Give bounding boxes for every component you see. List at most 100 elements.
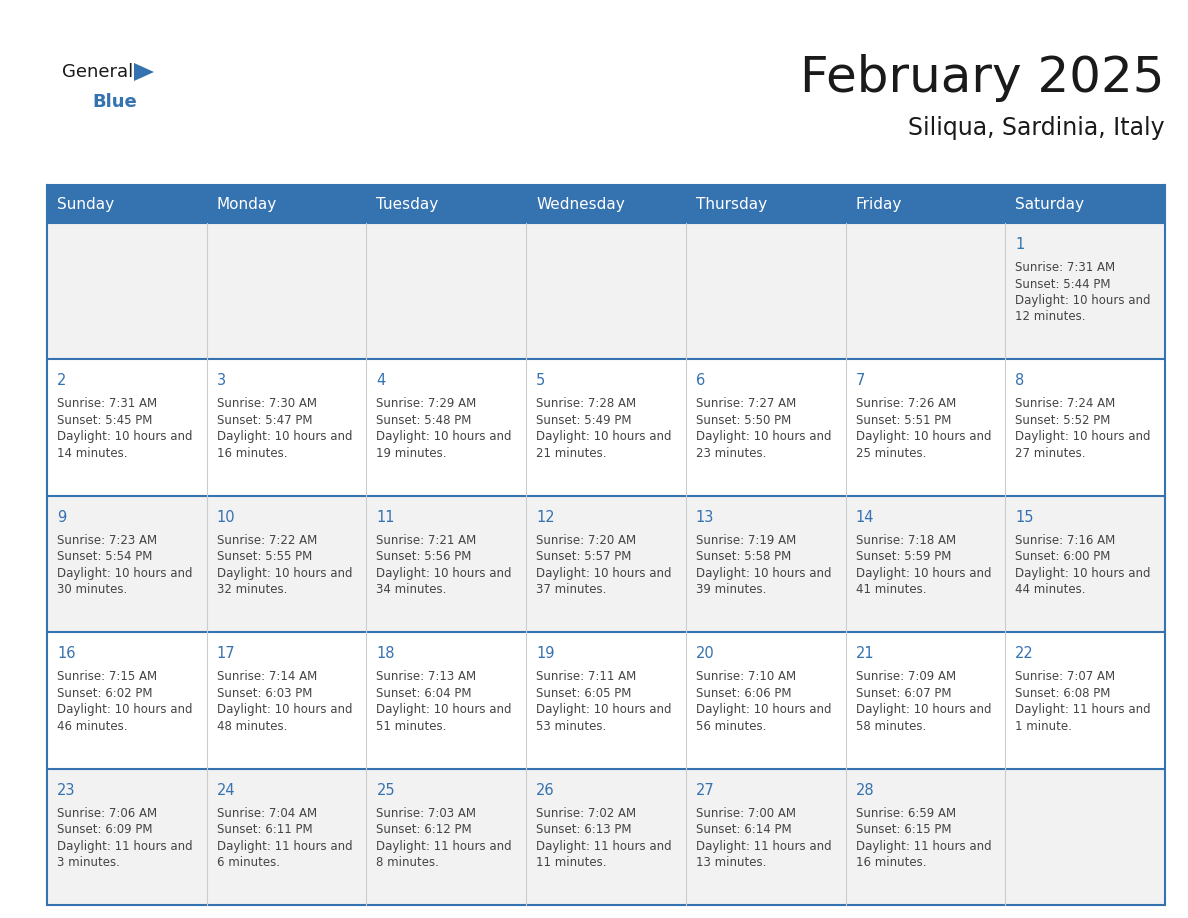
Bar <box>48 496 1165 633</box>
Text: 14 minutes.: 14 minutes. <box>57 447 127 460</box>
Text: Daylight: 10 hours and: Daylight: 10 hours and <box>216 703 352 716</box>
Text: Sunset: 5:56 PM: Sunset: 5:56 PM <box>377 550 472 564</box>
Text: Daylight: 10 hours and: Daylight: 10 hours and <box>855 703 991 716</box>
Text: Sunset: 5:48 PM: Sunset: 5:48 PM <box>377 414 472 427</box>
Text: General: General <box>62 63 133 81</box>
Text: Sunrise: 7:22 AM: Sunrise: 7:22 AM <box>216 533 317 547</box>
Text: Sunrise: 7:15 AM: Sunrise: 7:15 AM <box>57 670 157 683</box>
Text: 41 minutes.: 41 minutes. <box>855 583 927 597</box>
Text: Wednesday: Wednesday <box>536 196 625 211</box>
Text: Daylight: 11 hours and: Daylight: 11 hours and <box>57 840 192 853</box>
Bar <box>48 185 1165 223</box>
Text: 7: 7 <box>855 374 865 388</box>
Text: Sunrise: 7:31 AM: Sunrise: 7:31 AM <box>1016 261 1116 274</box>
Text: 6 minutes.: 6 minutes. <box>216 856 279 869</box>
Text: 24: 24 <box>216 783 235 798</box>
Text: Daylight: 10 hours and: Daylight: 10 hours and <box>377 431 512 443</box>
Text: Daylight: 10 hours and: Daylight: 10 hours and <box>536 431 671 443</box>
Text: Sunrise: 7:03 AM: Sunrise: 7:03 AM <box>377 807 476 820</box>
Text: 12: 12 <box>536 509 555 525</box>
Text: 27 minutes.: 27 minutes. <box>1016 447 1086 460</box>
Text: Daylight: 11 hours and: Daylight: 11 hours and <box>696 840 832 853</box>
Text: 19: 19 <box>536 646 555 661</box>
Text: Monday: Monday <box>216 196 277 211</box>
Text: 3 minutes.: 3 minutes. <box>57 856 120 869</box>
Text: Sunrise: 7:13 AM: Sunrise: 7:13 AM <box>377 670 476 683</box>
Text: Daylight: 10 hours and: Daylight: 10 hours and <box>377 566 512 580</box>
Text: 9: 9 <box>57 509 67 525</box>
Text: Daylight: 10 hours and: Daylight: 10 hours and <box>696 566 832 580</box>
Text: Daylight: 10 hours and: Daylight: 10 hours and <box>216 566 352 580</box>
Text: Sunset: 6:12 PM: Sunset: 6:12 PM <box>377 823 472 836</box>
Text: 56 minutes.: 56 minutes. <box>696 720 766 733</box>
Text: Sunday: Sunday <box>57 196 114 211</box>
Text: Daylight: 10 hours and: Daylight: 10 hours and <box>57 431 192 443</box>
Text: 14: 14 <box>855 509 874 525</box>
Text: Sunset: 6:06 PM: Sunset: 6:06 PM <box>696 687 791 700</box>
Text: 12 minutes.: 12 minutes. <box>1016 310 1086 323</box>
Text: Daylight: 10 hours and: Daylight: 10 hours and <box>377 703 512 716</box>
Text: 30 minutes.: 30 minutes. <box>57 583 127 597</box>
Text: Sunset: 5:58 PM: Sunset: 5:58 PM <box>696 550 791 564</box>
Text: Daylight: 10 hours and: Daylight: 10 hours and <box>696 431 832 443</box>
Text: 37 minutes.: 37 minutes. <box>536 583 607 597</box>
Text: Daylight: 10 hours and: Daylight: 10 hours and <box>57 566 192 580</box>
Text: Sunset: 5:50 PM: Sunset: 5:50 PM <box>696 414 791 427</box>
Text: Siliqua, Sardinia, Italy: Siliqua, Sardinia, Italy <box>909 116 1165 140</box>
Text: Sunset: 6:09 PM: Sunset: 6:09 PM <box>57 823 152 836</box>
Text: Sunrise: 7:10 AM: Sunrise: 7:10 AM <box>696 670 796 683</box>
Text: Sunset: 5:49 PM: Sunset: 5:49 PM <box>536 414 632 427</box>
Text: Sunset: 5:57 PM: Sunset: 5:57 PM <box>536 550 632 564</box>
Text: 2: 2 <box>57 374 67 388</box>
Text: 16 minutes.: 16 minutes. <box>855 856 927 869</box>
Text: 44 minutes.: 44 minutes. <box>1016 583 1086 597</box>
Text: Sunrise: 7:02 AM: Sunrise: 7:02 AM <box>536 807 637 820</box>
Text: 3: 3 <box>216 374 226 388</box>
Text: 32 minutes.: 32 minutes. <box>216 583 287 597</box>
Text: 5: 5 <box>536 374 545 388</box>
Text: Sunrise: 7:30 AM: Sunrise: 7:30 AM <box>216 397 317 410</box>
Text: 25 minutes.: 25 minutes. <box>855 447 925 460</box>
Text: Daylight: 10 hours and: Daylight: 10 hours and <box>855 431 991 443</box>
Text: Sunset: 5:51 PM: Sunset: 5:51 PM <box>855 414 950 427</box>
Text: 53 minutes.: 53 minutes. <box>536 720 606 733</box>
Text: Tuesday: Tuesday <box>377 196 438 211</box>
Text: Sunrise: 7:09 AM: Sunrise: 7:09 AM <box>855 670 955 683</box>
Text: Daylight: 10 hours and: Daylight: 10 hours and <box>536 703 671 716</box>
Text: 25: 25 <box>377 783 396 798</box>
Bar <box>48 768 1165 905</box>
Text: 17: 17 <box>216 646 235 661</box>
Text: 18: 18 <box>377 646 394 661</box>
Text: Sunset: 6:13 PM: Sunset: 6:13 PM <box>536 823 632 836</box>
Text: Daylight: 11 hours and: Daylight: 11 hours and <box>377 840 512 853</box>
Text: February 2025: February 2025 <box>801 54 1165 102</box>
Text: 39 minutes.: 39 minutes. <box>696 583 766 597</box>
Text: Sunrise: 7:31 AM: Sunrise: 7:31 AM <box>57 397 157 410</box>
Text: Daylight: 10 hours and: Daylight: 10 hours and <box>855 566 991 580</box>
Text: Sunrise: 7:19 AM: Sunrise: 7:19 AM <box>696 533 796 547</box>
Text: Sunset: 6:03 PM: Sunset: 6:03 PM <box>216 687 312 700</box>
Text: 13: 13 <box>696 509 714 525</box>
Text: Daylight: 10 hours and: Daylight: 10 hours and <box>536 566 671 580</box>
Polygon shape <box>134 63 154 81</box>
Text: Daylight: 11 hours and: Daylight: 11 hours and <box>1016 703 1151 716</box>
Text: Sunset: 5:47 PM: Sunset: 5:47 PM <box>216 414 312 427</box>
Text: 13 minutes.: 13 minutes. <box>696 856 766 869</box>
Bar <box>48 633 1165 768</box>
Text: Sunrise: 7:11 AM: Sunrise: 7:11 AM <box>536 670 637 683</box>
Text: 10: 10 <box>216 509 235 525</box>
Text: 20: 20 <box>696 646 715 661</box>
Text: Sunrise: 7:26 AM: Sunrise: 7:26 AM <box>855 397 956 410</box>
Text: Daylight: 10 hours and: Daylight: 10 hours and <box>1016 294 1151 307</box>
Text: Sunrise: 7:16 AM: Sunrise: 7:16 AM <box>1016 533 1116 547</box>
Text: 51 minutes.: 51 minutes. <box>377 720 447 733</box>
Bar <box>48 223 1165 360</box>
Text: Sunrise: 7:00 AM: Sunrise: 7:00 AM <box>696 807 796 820</box>
Text: Sunrise: 7:27 AM: Sunrise: 7:27 AM <box>696 397 796 410</box>
Text: 11 minutes.: 11 minutes. <box>536 856 607 869</box>
Text: Sunset: 6:02 PM: Sunset: 6:02 PM <box>57 687 152 700</box>
Text: Thursday: Thursday <box>696 196 767 211</box>
Text: Daylight: 11 hours and: Daylight: 11 hours and <box>536 840 671 853</box>
Text: 22: 22 <box>1016 646 1034 661</box>
Text: Sunset: 5:44 PM: Sunset: 5:44 PM <box>1016 277 1111 290</box>
